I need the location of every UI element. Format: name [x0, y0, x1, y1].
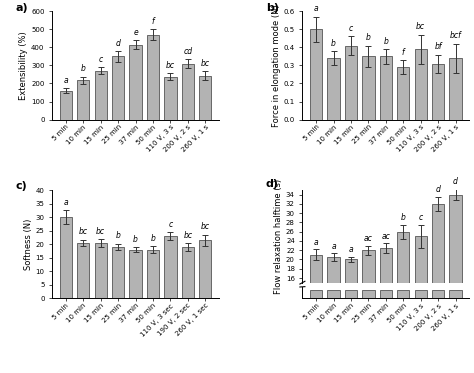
Text: b: b: [81, 64, 86, 73]
Text: ac: ac: [364, 234, 373, 243]
Text: e: e: [133, 28, 138, 37]
Text: a: a: [314, 238, 319, 247]
Bar: [328, 257, 340, 352]
Bar: [432, 63, 444, 120]
Bar: [432, 204, 444, 352]
Text: a: a: [64, 76, 68, 85]
Bar: [345, 260, 357, 352]
Bar: [380, 290, 392, 298]
Text: b: b: [116, 231, 120, 241]
Bar: [415, 290, 427, 298]
Bar: [95, 243, 107, 298]
Bar: [60, 217, 72, 298]
Bar: [77, 80, 90, 120]
Text: a: a: [314, 4, 319, 13]
Bar: [449, 290, 462, 298]
Bar: [380, 56, 392, 120]
Y-axis label: Force in elongation mode (N): Force in elongation mode (N): [272, 4, 281, 127]
Text: bcf: bcf: [450, 31, 462, 40]
Y-axis label: Softness (N): Softness (N): [24, 219, 33, 270]
Bar: [380, 248, 392, 352]
Text: a: a: [349, 245, 353, 254]
Bar: [345, 46, 357, 120]
Bar: [164, 77, 176, 120]
Text: bc: bc: [416, 22, 425, 31]
Bar: [449, 58, 462, 120]
Bar: [60, 91, 72, 120]
Bar: [397, 290, 410, 298]
Text: f: f: [152, 17, 155, 26]
Bar: [199, 240, 211, 298]
Text: bf: bf: [434, 42, 442, 51]
Bar: [112, 247, 124, 298]
Bar: [415, 49, 427, 120]
Text: b: b: [383, 37, 388, 46]
Text: c: c: [419, 213, 423, 222]
Text: d: d: [436, 185, 440, 194]
Text: ac: ac: [382, 232, 390, 241]
Bar: [362, 290, 374, 298]
Text: bc: bc: [201, 222, 210, 232]
Bar: [77, 243, 90, 298]
Bar: [182, 63, 194, 120]
Text: bc: bc: [183, 231, 192, 239]
Text: f: f: [402, 48, 405, 57]
Bar: [345, 290, 357, 298]
Text: b): b): [266, 3, 279, 13]
Text: bc: bc: [201, 59, 210, 68]
Bar: [199, 76, 211, 120]
Bar: [112, 56, 124, 120]
Text: bc: bc: [79, 228, 88, 236]
Text: d: d: [453, 177, 458, 186]
Bar: [397, 67, 410, 120]
Bar: [164, 236, 176, 298]
Bar: [129, 45, 142, 120]
Text: bc: bc: [166, 61, 175, 70]
Y-axis label: Extensibility (%): Extensibility (%): [19, 31, 28, 100]
Bar: [310, 290, 322, 298]
Text: c: c: [349, 24, 353, 33]
Text: bc: bc: [96, 226, 105, 235]
Text: b: b: [151, 234, 155, 243]
Bar: [310, 255, 322, 352]
Text: d): d): [266, 179, 279, 189]
Bar: [432, 290, 444, 298]
Bar: [328, 58, 340, 120]
Bar: [328, 290, 340, 298]
Bar: [362, 250, 374, 352]
Bar: [182, 247, 194, 298]
Text: b: b: [331, 39, 336, 48]
Bar: [147, 35, 159, 120]
Text: cd: cd: [183, 47, 192, 56]
Text: a): a): [16, 3, 28, 13]
Bar: [147, 250, 159, 298]
Bar: [449, 195, 462, 352]
Text: a: a: [64, 198, 68, 207]
Text: c: c: [99, 55, 103, 64]
Bar: [397, 232, 410, 352]
Bar: [310, 29, 322, 120]
Y-axis label: Flow relaxation halftime (s): Flow relaxation halftime (s): [274, 179, 283, 294]
Text: d: d: [116, 39, 120, 48]
Bar: [362, 56, 374, 120]
Bar: [415, 236, 427, 352]
Text: b: b: [133, 235, 138, 244]
Bar: [129, 250, 142, 298]
Text: b: b: [366, 33, 371, 42]
Text: c): c): [16, 181, 27, 191]
Text: b: b: [401, 213, 406, 222]
Bar: [95, 71, 107, 120]
Text: c: c: [168, 220, 173, 229]
Text: a: a: [331, 242, 336, 251]
